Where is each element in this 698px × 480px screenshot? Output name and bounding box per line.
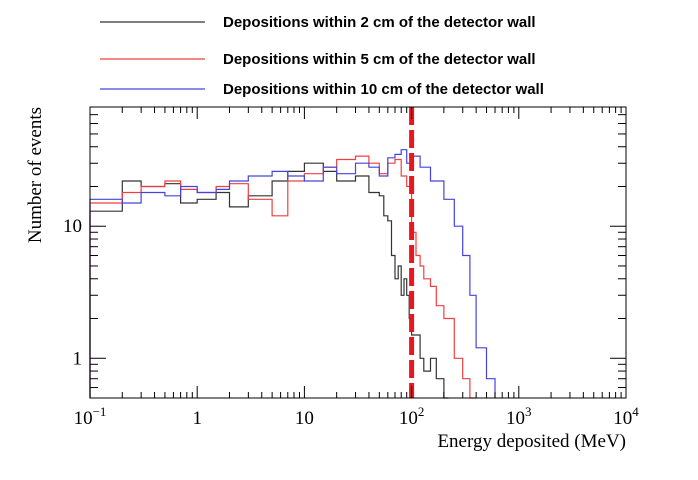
- x-axis-label: Energy deposited (MeV): [437, 431, 626, 452]
- y-tick-label-1: 1: [73, 348, 83, 369]
- x-tick-label-3: 10: [295, 408, 314, 429]
- legend: Depositions within 2 cm of the detector …: [100, 14, 544, 98]
- plot-frame: [89, 106, 627, 399]
- legend-label-3: Depositions within 10 cm of the detector…: [223, 81, 544, 98]
- x-tick-label-6: 104: [613, 404, 639, 429]
- y-tick-label-2: 10: [63, 216, 82, 237]
- x-tick-label-5: 103: [506, 404, 532, 429]
- legend-label-1: Depositions within 2 cm of the detector …: [223, 14, 536, 31]
- plot-lines: [89, 107, 496, 399]
- x-tick-label-2: 1: [192, 408, 202, 429]
- x-tick-label-4: 102: [399, 404, 425, 429]
- series-line-3: [89, 149, 496, 398]
- axis-ticks: [89, 106, 627, 399]
- y-axis-label: Number of events: [25, 107, 46, 243]
- x-tick-label-1: 10−1: [74, 404, 107, 429]
- axis-tick-labels: 10−1 1 10 102 103 104 1 10: [63, 216, 639, 429]
- legend-label-2: Depositions within 5 cm of the detector …: [223, 51, 536, 68]
- series-line-1: [89, 162, 449, 399]
